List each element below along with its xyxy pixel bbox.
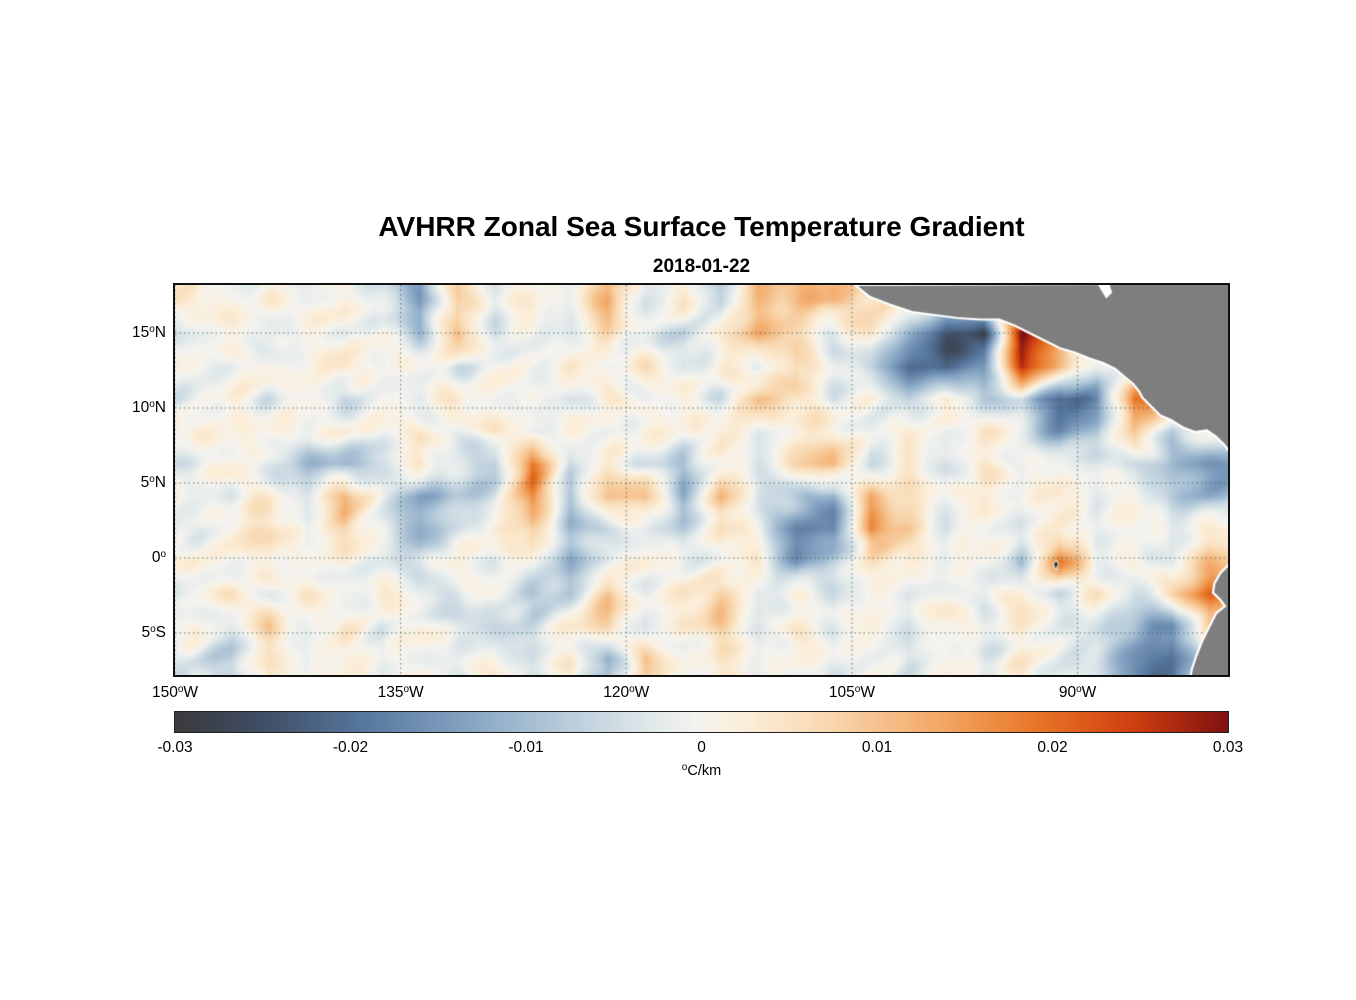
x-tick-120W: 120oW: [603, 684, 650, 701]
colorbar-tick-0: 0: [697, 739, 706, 756]
colorbar-tick--0.01: -0.01: [508, 739, 544, 756]
colorbar-tick-0.01: 0.01: [861, 739, 893, 756]
colorbar-tick--0.03: -0.03: [157, 739, 193, 756]
colorbar: [174, 711, 1229, 733]
x-tick-135W: 135oW: [377, 684, 424, 701]
y-tick-15N: 15oN: [131, 324, 166, 341]
sst-gradient-field-canvas: [175, 285, 1228, 675]
colorbar-tick-0.03: 0.03: [1212, 739, 1244, 756]
y-tick-10N: 10oN: [131, 399, 166, 416]
colorbar-gradient-canvas: [175, 712, 1228, 732]
figure-date: 2018-01-22: [652, 256, 751, 277]
map-plot: [173, 283, 1230, 677]
y-tick-5N: 5oN: [140, 474, 166, 491]
y-tick-0deg: 0o: [151, 549, 166, 566]
x-tick-105W: 105oW: [828, 684, 875, 701]
x-tick-90W: 90oW: [1058, 684, 1097, 701]
colorbar-tick--0.02: -0.02: [332, 739, 369, 756]
colorbar-unit-label: oC/km: [681, 762, 722, 779]
x-tick-150W: 150oW: [151, 684, 199, 701]
colorbar-tick-0.02: 0.02: [1037, 739, 1068, 756]
y-tick-5S: 5oS: [141, 624, 166, 641]
figure-title: AVHRR Zonal Sea Surface Temperature Grad…: [378, 211, 1025, 242]
